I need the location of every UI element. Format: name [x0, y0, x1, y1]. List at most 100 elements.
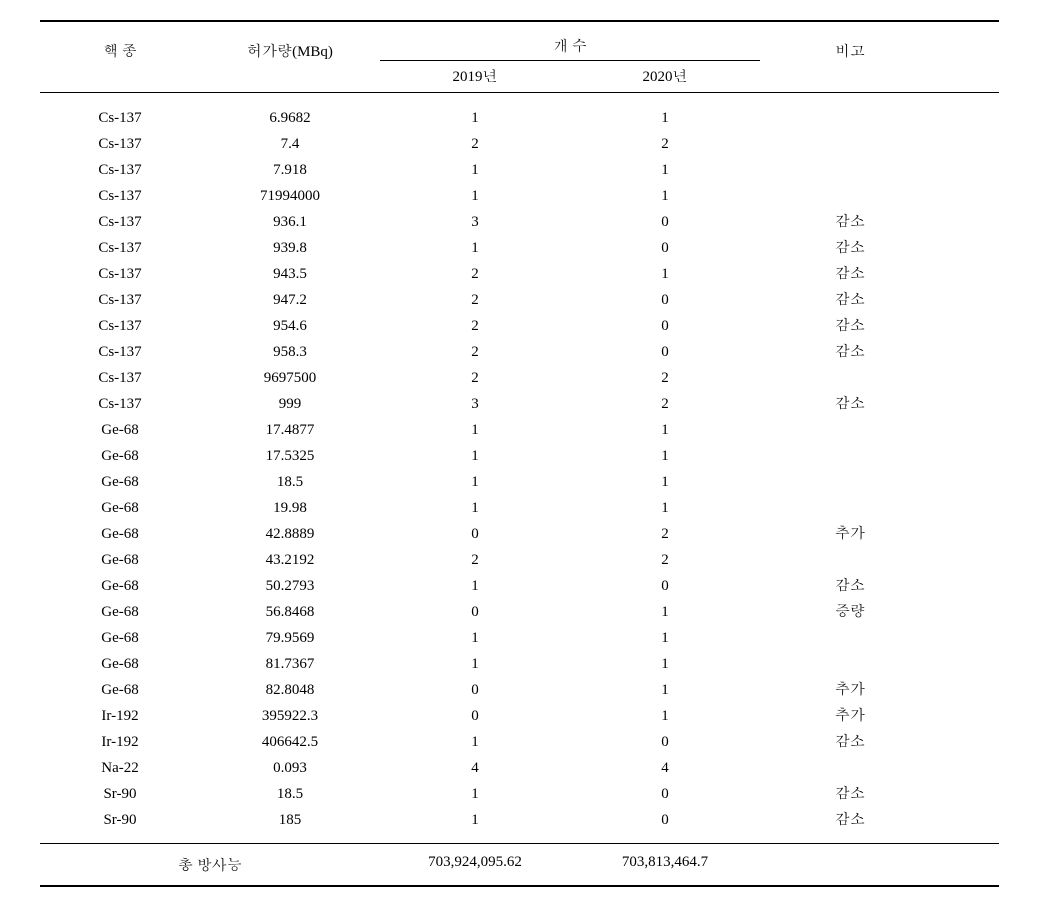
cell-y2020: 0	[570, 730, 760, 754]
cell-y2020: 0	[570, 314, 760, 338]
header-amount: 허가량(MBq)	[200, 30, 380, 61]
cell-nuclide: Cs-137	[40, 184, 200, 208]
table-footer: 총 방사능 703,924,095.62 703,813,464.7	[40, 844, 999, 887]
table-row: Cs-137947.220감소	[40, 287, 999, 313]
table-row: Ge-6881.736711	[40, 651, 999, 677]
footer-total-2020: 703,813,464.7	[570, 854, 760, 875]
cell-nuclide: Cs-137	[40, 288, 200, 312]
cell-note	[760, 652, 940, 676]
cell-note: 감소	[760, 262, 940, 286]
table-row: Sr-9018510감소	[40, 807, 999, 833]
table-row: Cs-1377.422	[40, 131, 999, 157]
cell-nuclide: Sr-90	[40, 808, 200, 832]
table-row: Ge-6817.487711	[40, 417, 999, 443]
header-spacer-3	[760, 65, 940, 86]
cell-y2020: 1	[570, 678, 760, 702]
cell-y2019: 0	[380, 704, 570, 728]
cell-note	[760, 418, 940, 442]
cell-note	[760, 158, 940, 182]
nuclide-table: 핵 종 허가량(MBq) 개 수 비고 2019년 2020년 Cs-1376.…	[40, 20, 999, 887]
table-row: Cs-1377199400011	[40, 183, 999, 209]
cell-y2019: 0	[380, 600, 570, 624]
cell-y2019: 2	[380, 262, 570, 286]
cell-nuclide: Cs-137	[40, 236, 200, 260]
header-y2019: 2019년	[380, 65, 570, 86]
cell-amount: 19.98	[200, 496, 380, 520]
cell-note: 감소	[760, 340, 940, 364]
cell-amount: 18.5	[200, 782, 380, 806]
footer-label: 총 방사능	[40, 854, 380, 875]
cell-amount: 9697500	[200, 366, 380, 390]
cell-note	[760, 496, 940, 520]
cell-y2019: 3	[380, 392, 570, 416]
cell-amount: 947.2	[200, 288, 380, 312]
cell-y2019: 1	[380, 470, 570, 494]
cell-y2019: 2	[380, 340, 570, 364]
cell-note: 추가	[760, 704, 940, 728]
cell-y2019: 2	[380, 314, 570, 338]
cell-y2020: 1	[570, 262, 760, 286]
cell-note	[760, 756, 940, 780]
cell-nuclide: Cs-137	[40, 210, 200, 234]
cell-nuclide: Ge-68	[40, 418, 200, 442]
table-row: Ge-6843.219222	[40, 547, 999, 573]
table-row: Ge-6856.846801증량	[40, 599, 999, 625]
cell-note	[760, 548, 940, 572]
table-row: Cs-137936.130감소	[40, 209, 999, 235]
cell-nuclide: Cs-137	[40, 158, 200, 182]
cell-amount: 954.6	[200, 314, 380, 338]
cell-y2019: 2	[380, 288, 570, 312]
cell-nuclide: Ge-68	[40, 652, 200, 676]
cell-y2020: 2	[570, 366, 760, 390]
cell-y2020: 4	[570, 756, 760, 780]
cell-y2019: 1	[380, 106, 570, 130]
cell-amount: 999	[200, 392, 380, 416]
cell-amount: 7.4	[200, 132, 380, 156]
cell-nuclide: Ge-68	[40, 574, 200, 598]
table-row: Cs-1376.968211	[40, 105, 999, 131]
cell-nuclide: Ge-68	[40, 470, 200, 494]
cell-note	[760, 184, 940, 208]
cell-y2020: 1	[570, 158, 760, 182]
header-note: 비고	[760, 30, 940, 61]
cell-note: 감소	[760, 314, 940, 338]
table-row: Cs-137958.320감소	[40, 339, 999, 365]
cell-y2019: 1	[380, 418, 570, 442]
header-nuclide: 핵 종	[40, 30, 200, 61]
table-row: Cs-137969750022	[40, 365, 999, 391]
table-row: Ge-6842.888902추가	[40, 521, 999, 547]
cell-y2019: 1	[380, 626, 570, 650]
cell-y2019: 1	[380, 444, 570, 468]
cell-nuclide: Ge-68	[40, 600, 200, 624]
cell-y2020: 2	[570, 522, 760, 546]
cell-y2020: 0	[570, 808, 760, 832]
table-row: Cs-137939.810감소	[40, 235, 999, 261]
cell-amount: 939.8	[200, 236, 380, 260]
cell-y2020: 1	[570, 626, 760, 650]
cell-y2020: 0	[570, 210, 760, 234]
cell-note	[760, 366, 940, 390]
table-body: Cs-1376.968211Cs-1377.422Cs-1377.91811Cs…	[40, 93, 999, 844]
footer-total-2019: 703,924,095.62	[380, 854, 570, 875]
cell-nuclide: Cs-137	[40, 106, 200, 130]
cell-nuclide: Ir-192	[40, 730, 200, 754]
header-y2020: 2020년	[570, 65, 760, 86]
cell-nuclide: Ge-68	[40, 626, 200, 650]
cell-amount: 6.9682	[200, 106, 380, 130]
cell-amount: 18.5	[200, 470, 380, 494]
cell-y2020: 0	[570, 782, 760, 806]
cell-note	[760, 470, 940, 494]
table-row: Ge-6819.9811	[40, 495, 999, 521]
cell-note: 감소	[760, 288, 940, 312]
cell-nuclide: Ge-68	[40, 444, 200, 468]
cell-y2019: 2	[380, 132, 570, 156]
table-row: Cs-137954.620감소	[40, 313, 999, 339]
cell-y2019: 1	[380, 236, 570, 260]
cell-y2020: 1	[570, 106, 760, 130]
table-row: Cs-1377.91811	[40, 157, 999, 183]
cell-y2019: 1	[380, 158, 570, 182]
header-count: 개 수	[380, 35, 760, 61]
cell-amount: 81.7367	[200, 652, 380, 676]
header-count-wrap: 개 수	[380, 35, 760, 61]
cell-y2020: 1	[570, 418, 760, 442]
